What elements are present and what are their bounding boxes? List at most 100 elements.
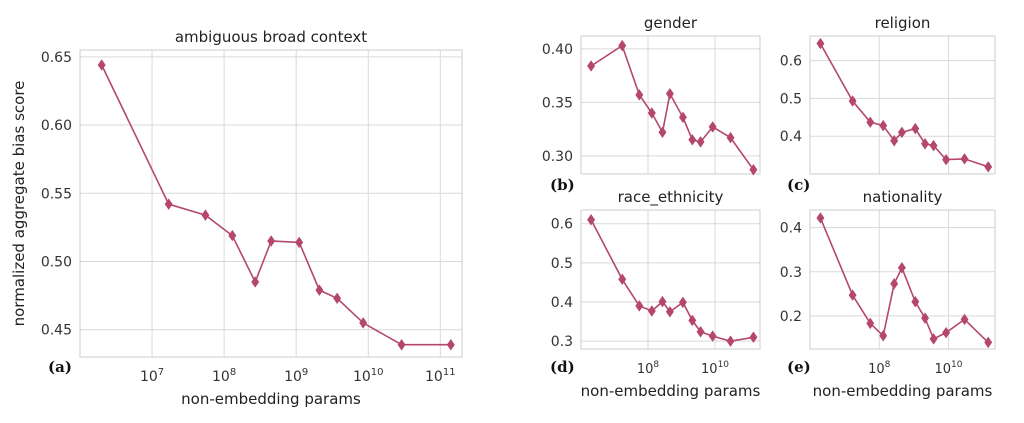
plot-frame: [580, 209, 761, 350]
chart-panel-1: 0.45 0.50 0.55 0.60 0.65 107 108 109 1010 1011 amb…: [10, 28, 463, 408]
data-point: [929, 139, 938, 152]
data-point: [890, 135, 899, 147]
data-point: [897, 126, 906, 139]
y-tick-label: 0.4: [780, 221, 802, 237]
data-point: [879, 330, 888, 342]
panel-letter: (e): [787, 358, 811, 376]
y-tick-label: 0.2: [780, 309, 802, 325]
data-point: [866, 317, 875, 330]
y-tick-label: 0.6: [780, 54, 802, 70]
chart-panel-3: 0.4 0.5 0.6 religion (c): [780, 14, 996, 194]
data-point: [984, 161, 993, 173]
x-tick-label: 1010: [701, 360, 729, 377]
data-point: [688, 134, 697, 146]
y-axis-label: normalized aggregate bias score: [10, 81, 28, 327]
y-tick-label: 0.5: [551, 256, 573, 272]
chart-title: gender: [644, 14, 698, 32]
data-point: [678, 111, 687, 124]
plot-frame: [79, 49, 463, 358]
data-point: [911, 296, 920, 308]
data-point: [315, 284, 324, 296]
data-point: [696, 136, 705, 148]
chart-panel-5: 0.2 0.3 0.4 108 1010 nationality non-embedding…: [780, 188, 996, 400]
data-point: [647, 107, 656, 119]
data-point: [879, 119, 888, 132]
data-point: [201, 209, 210, 221]
y-tick-label: 0.4: [551, 295, 573, 311]
plot-frame: [809, 35, 996, 175]
data-point: [726, 131, 735, 144]
data-point: [618, 273, 627, 286]
data-point: [848, 95, 857, 107]
data-point: [333, 292, 342, 305]
data-point: [890, 277, 899, 290]
x-tick-label: 109: [284, 367, 308, 385]
data-point: [749, 163, 758, 176]
data-point: [708, 121, 717, 133]
panel-letter: (c): [787, 176, 810, 194]
data-point: [267, 235, 276, 247]
y-tick-label: 0.55: [41, 186, 72, 202]
data-point: [942, 153, 951, 166]
data-point: [251, 276, 260, 288]
data-point: [228, 229, 237, 242]
x-tick-label: 1010: [935, 360, 963, 377]
data-point: [921, 312, 930, 324]
data-point: [97, 59, 106, 71]
data-point: [866, 116, 875, 128]
series-line: [590, 219, 754, 343]
data-point: [678, 296, 687, 309]
y-tick-label: 0.35: [542, 95, 573, 111]
data-point: [921, 138, 930, 150]
data-point: [635, 89, 644, 101]
y-tick-label: 0.5: [780, 91, 802, 107]
y-tick-label: 0.45: [41, 323, 72, 339]
data-point: [960, 313, 969, 326]
data-point: [295, 236, 304, 249]
data-point: [708, 330, 717, 342]
x-tick-label: 108: [868, 360, 891, 377]
data-point: [688, 314, 697, 327]
chart-panel-2: 0.30 0.35 0.40 gender (b): [542, 14, 761, 194]
data-point: [984, 336, 993, 349]
chart-title: nationality: [863, 188, 943, 206]
x-tick-label: 108: [212, 367, 236, 385]
data-point: [164, 198, 173, 210]
data-point: [665, 88, 674, 100]
panel-letter: (d): [550, 358, 575, 376]
plot-frame: [580, 35, 761, 175]
data-point: [848, 289, 857, 301]
data-point: [587, 214, 596, 226]
data-point: [446, 338, 455, 351]
data-point: [929, 333, 938, 345]
data-point: [658, 295, 667, 308]
y-tick-label: 0.3: [780, 265, 802, 281]
chart-title: religion: [875, 14, 931, 32]
data-point: [359, 317, 368, 329]
data-point: [397, 338, 406, 351]
x-axis-label: non-embedding params: [581, 382, 761, 400]
series-line: [590, 44, 755, 171]
panel-letter: (a): [48, 358, 72, 376]
data-point: [647, 305, 656, 317]
y-tick-label: 0.65: [41, 50, 72, 66]
series-line: [819, 43, 989, 168]
data-point: [726, 335, 735, 347]
data-point: [618, 39, 627, 52]
y-tick-label: 0.60: [41, 118, 72, 134]
data-point: [911, 122, 920, 135]
data-point: [665, 306, 674, 318]
y-tick-label: 0.30: [542, 149, 573, 165]
x-axis-label: non-embedding params: [181, 390, 361, 408]
data-point: [696, 326, 705, 338]
y-tick-label: 0.50: [41, 254, 72, 270]
y-tick-label: 0.6: [551, 217, 573, 233]
x-tick-label: 108: [637, 360, 660, 377]
data-point: [749, 331, 758, 343]
plot-frame: [809, 209, 996, 350]
x-tick-label: 107: [140, 367, 164, 385]
data-point: [816, 212, 825, 224]
data-point: [942, 326, 951, 339]
data-point: [816, 37, 825, 50]
